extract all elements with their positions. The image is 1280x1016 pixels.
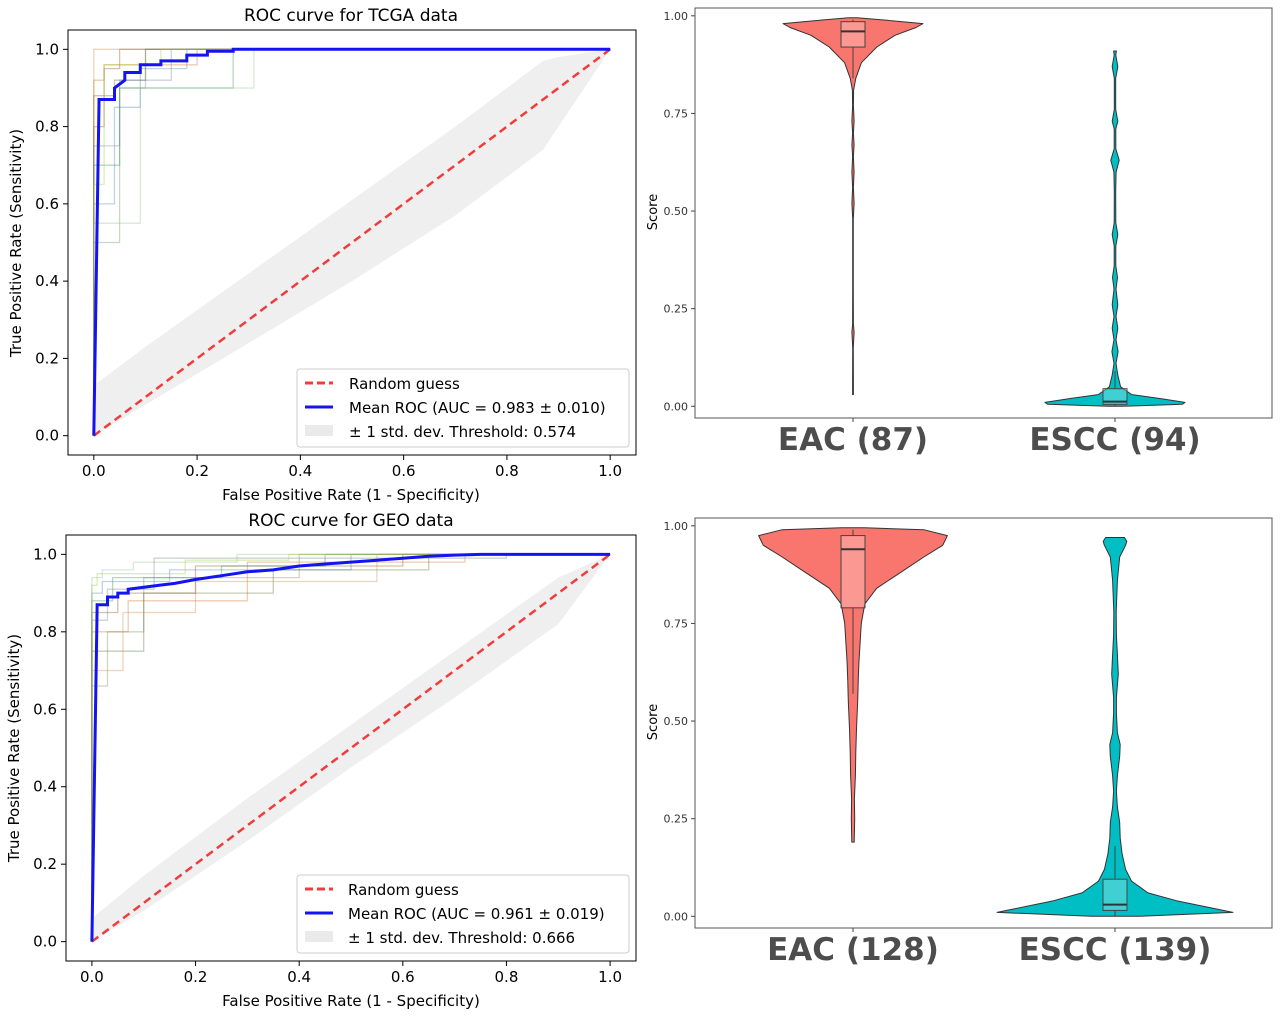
legend-random-label: Random guess <box>348 881 459 899</box>
fold-roc-line <box>93 48 611 436</box>
x-tick-label: 0.0 <box>80 968 104 986</box>
roc-ylabel: True Positive Rate (Sensitivity) <box>5 634 23 863</box>
category-label: EAC (87) <box>778 422 928 458</box>
mean-roc-line <box>92 47 611 436</box>
plot-frame <box>694 7 1273 419</box>
x-tick-label: 0.4 <box>287 968 311 986</box>
legend-band-swatch <box>305 931 333 942</box>
x-tick-label: 0.2 <box>184 968 208 986</box>
x-tick-label: 0.8 <box>495 462 519 480</box>
x-tick-label: 0.6 <box>391 968 415 986</box>
y-tick-label: 0.0 <box>33 933 57 951</box>
y-tick-label: 0.25 <box>664 303 689 316</box>
fold-roc-line <box>93 48 611 436</box>
plot-frame <box>694 517 1273 929</box>
y-tick-label: 0.8 <box>35 118 59 136</box>
y-tick-label: 0.50 <box>664 715 689 728</box>
fold-roc-line <box>93 48 611 436</box>
x-tick-label: 0.6 <box>392 462 416 480</box>
legend-band-swatch <box>305 425 333 436</box>
y-tick-label: 0.6 <box>35 195 59 213</box>
x-tick-label: 1.0 <box>598 968 622 986</box>
fold-roc-line <box>91 553 611 942</box>
y-tick-label: 0.25 <box>664 813 689 826</box>
box-iqr <box>1102 388 1128 405</box>
y-tick-label: 1.00 <box>664 520 689 533</box>
violin-shape <box>1044 50 1186 407</box>
violin-panel-geo: Score 0.00 0.25 0.50 0.75 1.00 EAC (128) ESCC … <box>646 517 1273 968</box>
y-tick-label: 0.00 <box>664 400 689 413</box>
roc-legend: Random guess Mean ROC (AUC = 0.961 ± 0.0… <box>296 874 630 954</box>
roc-panel-geo: ROC curve for GEO data False Positive Ra… <box>5 511 637 1010</box>
x-tick-label: 0.2 <box>185 462 209 480</box>
category-label: ESCC (139) <box>1019 932 1212 968</box>
fold-roc-line <box>91 553 611 942</box>
x-tick-label: 0.8 <box>495 968 519 986</box>
mean-roc-line <box>90 552 611 942</box>
roc-ylabel: True Positive Rate (Sensitivity) <box>7 129 25 358</box>
fold-roc-line <box>91 553 611 942</box>
roc-title: ROC curve for TCGA data <box>244 6 458 26</box>
violin-ylabel: Score <box>646 704 661 740</box>
y-tick-label: 0.50 <box>664 205 689 218</box>
y-tick-label: 0.0 <box>35 427 59 445</box>
random-guess-line <box>93 48 611 437</box>
y-tick-label: 0.4 <box>33 778 57 796</box>
y-tick-label: 1.0 <box>35 40 59 58</box>
legend-mean-label: Mean ROC (AUC = 0.961 ± 0.019) <box>348 905 605 923</box>
fold-roc-line <box>91 553 611 942</box>
legend-band-label: ± 1 std. dev. Threshold: 0.666 <box>348 929 575 947</box>
y-tick-label: 0.2 <box>35 349 59 367</box>
y-tick-label: 0.00 <box>664 910 689 923</box>
roc-legend: Random guess Mean ROC (AUC = 0.983 ± 0.0… <box>296 368 630 448</box>
y-tick-label: 0.75 <box>664 107 689 120</box>
fold-roc-line <box>93 48 611 436</box>
violin-panel-tcga: Score 0.00 0.25 0.50 0.75 1.00 EAC (87) ESCC (… <box>646 7 1273 458</box>
y-tick-label: 0.6 <box>33 700 57 718</box>
y-tick-label: 0.8 <box>33 623 57 641</box>
y-tick-label: 0.4 <box>35 272 59 290</box>
fold-roc-line <box>93 48 611 436</box>
roc-title: ROC curve for GEO data <box>248 511 453 531</box>
roc-panel-tcga: ROC curve for TCGA data False Positive R… <box>7 6 637 504</box>
legend-band-label: ± 1 std. dev. Threshold: 0.574 <box>349 423 576 441</box>
roc-xlabel: False Positive Rate (1 - Specificity) <box>222 992 480 1010</box>
fold-roc-line <box>91 553 611 942</box>
y-tick-label: 1.0 <box>33 545 57 563</box>
plot-frame <box>65 534 637 962</box>
fold-roc-line <box>91 553 611 942</box>
x-tick-label: 1.0 <box>598 462 622 480</box>
plot-frame <box>67 29 637 456</box>
x-tick-label: 0.4 <box>288 462 312 480</box>
fold-roc-line <box>91 553 611 942</box>
random-guess-line <box>91 553 611 943</box>
legend-mean-label: Mean ROC (AUC = 0.983 ± 0.010) <box>349 399 606 417</box>
y-tick-label: 0.75 <box>664 617 689 630</box>
y-tick-label: 0.2 <box>33 855 57 873</box>
violin-shape <box>782 17 924 396</box>
roc-xlabel: False Positive Rate (1 - Specificity) <box>222 486 480 504</box>
violin-ylabel: Score <box>646 194 661 230</box>
x-tick-label: 0.0 <box>82 462 106 480</box>
violin-shape <box>996 537 1234 917</box>
box-iqr <box>1102 878 1128 911</box>
category-label: ESCC (94) <box>1029 422 1200 458</box>
box-iqr <box>840 21 866 48</box>
category-label: EAC (128) <box>767 932 939 968</box>
box-iqr <box>840 535 866 609</box>
y-tick-label: 1.00 <box>664 10 689 23</box>
fold-roc-line <box>93 48 611 436</box>
legend-random-label: Random guess <box>349 375 460 393</box>
